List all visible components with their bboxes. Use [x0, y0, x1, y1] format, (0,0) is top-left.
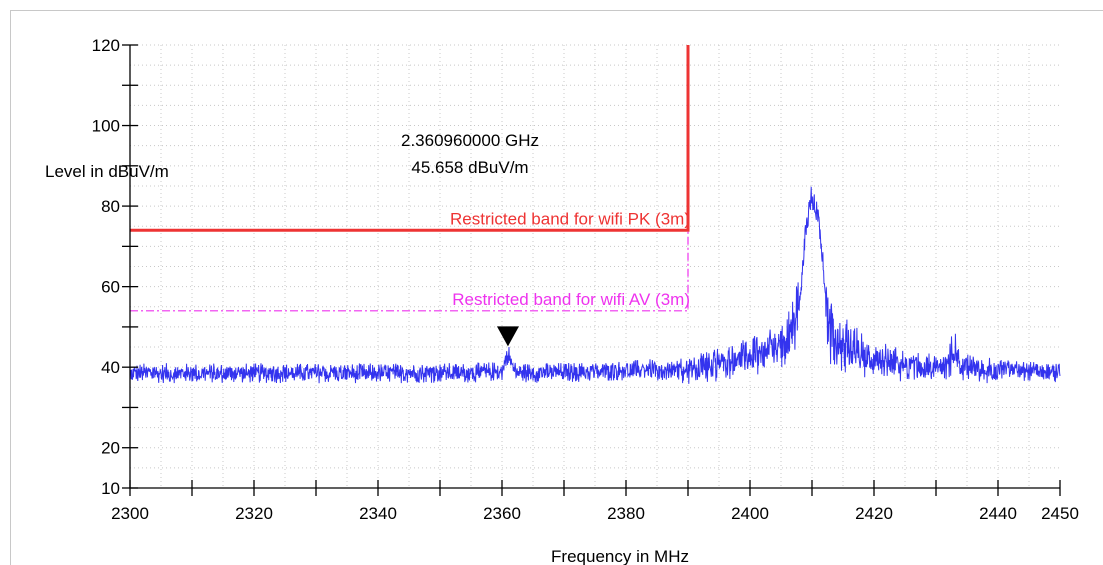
x-tick-label: 2400 — [731, 504, 769, 523]
limit-label-pk: Restricted band for wifi PK (3m) — [450, 209, 690, 228]
marker-frequency-text: 2.360960000 GHz — [401, 131, 539, 150]
limit-label-av: Restricted band for wifi AV (3m) — [452, 290, 690, 309]
y-axis-title: Level in dBuV/m — [45, 162, 169, 181]
trace-line-0 — [129, 186, 1061, 384]
tick-labels: 10 20 40 60 80 100 120 2300 2320 2340 2360 2380 2400… — [92, 36, 1079, 523]
limit-line-av — [130, 230, 689, 312]
x-tick-label: 2300 — [111, 504, 149, 523]
x-tick-label: 2380 — [607, 504, 645, 523]
grid-lines — [130, 44, 1060, 488]
y-tick-label: 40 — [101, 358, 120, 377]
x-tick-label: 2440 — [979, 504, 1017, 523]
y-tick-label: 120 — [92, 36, 120, 55]
y-tick-label: 80 — [101, 197, 120, 216]
axes — [122, 44, 1061, 496]
y-tick-label: 100 — [92, 117, 120, 136]
x-tick-label: 2320 — [235, 504, 273, 523]
chart-frame — [10, 10, 1103, 565]
limit-line-pk — [130, 45, 690, 232]
x-tick-label: 2340 — [359, 504, 397, 523]
x-tick-label: 2420 — [855, 504, 893, 523]
limit-lines: Restricted band for wifi PK (3m) Restrict… — [130, 45, 690, 312]
marker-triangle[interactable] — [496, 326, 519, 347]
trace-group — [129, 186, 1061, 384]
y-tick-label: 10 — [101, 479, 120, 498]
y-tick-label: 20 — [101, 439, 120, 458]
x-axis-title: Frequency in MHz — [551, 547, 689, 565]
marker-level-text: 45.658 dBuV/m — [411, 158, 528, 177]
x-tick-label: 2450 — [1041, 504, 1079, 523]
marker-group: 2.360960000 GHz 45.658 dBuV/m — [401, 131, 539, 347]
y-tick-label: 60 — [101, 278, 120, 297]
x-tick-label: 2360 — [483, 504, 521, 523]
